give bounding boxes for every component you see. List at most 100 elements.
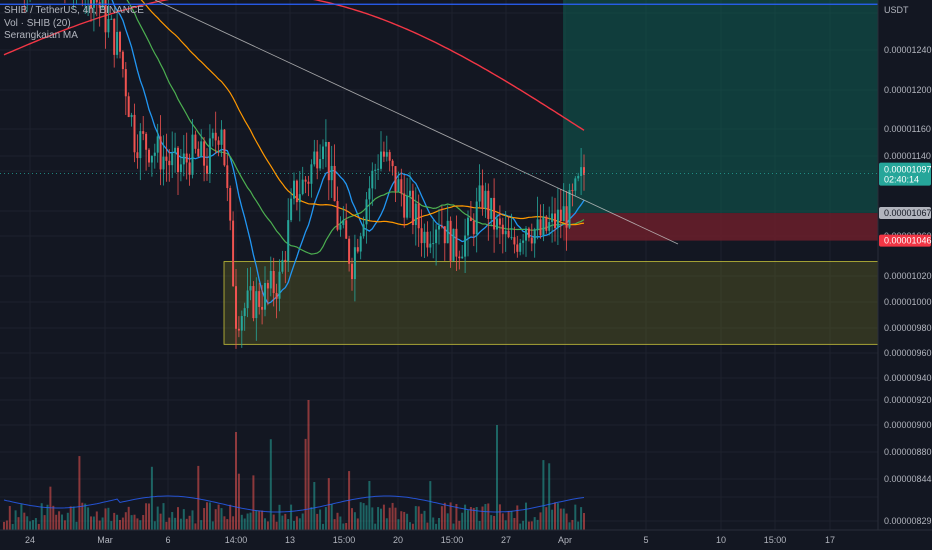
candle-body: [414, 203, 417, 226]
candle: [475, 187, 478, 253]
candle: [452, 228, 455, 262]
candle: [246, 268, 249, 318]
volume-bar: [127, 506, 130, 530]
price-tick-label: 0.00001020: [884, 271, 932, 281]
candle-body: [377, 168, 380, 170]
stop-price-tag-bg: [879, 234, 931, 247]
candle-body: [362, 224, 365, 237]
volume-bar: [272, 514, 275, 530]
ma-indicator-label[interactable]: Serangkaian MA: [4, 30, 78, 41]
volume-bar: [345, 522, 348, 530]
candle: [64, 0, 66, 4]
candle-body: [333, 165, 336, 202]
volume-bar: [75, 521, 78, 530]
candle: [467, 210, 469, 257]
candle: [261, 285, 264, 325]
candle-body: [426, 231, 429, 248]
candle: [394, 166, 397, 202]
last-price-value: 0.00001097: [884, 165, 932, 175]
candle: [127, 92, 130, 118]
candle-body: [246, 290, 249, 309]
symbol-title[interactable]: SHIB / TetherUS, 4h, BINANCE: [4, 5, 144, 16]
candle: [559, 189, 562, 239]
time-axis-bg: [0, 530, 932, 550]
candle: [568, 183, 571, 230]
volume-bar: [574, 504, 577, 530]
candle: [116, 12, 119, 59]
candle-body: [353, 247, 356, 280]
price-axis[interactable]: USDT 0.00001240 0.00001200 0.00001160 0.0000…: [877, 0, 932, 550]
volume-bar: [191, 510, 194, 530]
volume-bar: [58, 511, 61, 530]
candle: [493, 178, 496, 253]
candle-body: [255, 291, 258, 319]
candle-body: [493, 197, 496, 230]
volume-bar: [81, 502, 84, 530]
candle: [211, 128, 214, 147]
candle: [182, 135, 185, 177]
volume-bar: [327, 478, 330, 530]
volume-bar: [414, 506, 417, 530]
volume-bar: [530, 521, 533, 530]
volume-bar: [298, 518, 301, 530]
volume-bar: [478, 521, 481, 530]
bar-countdown: 02:40:14: [884, 175, 919, 185]
candle-body: [385, 152, 388, 157]
candlesticks: [23, 0, 585, 349]
candle-body: [194, 134, 197, 149]
candle-body: [432, 243, 435, 245]
candle-body: [324, 141, 327, 147]
candle-body: [208, 138, 211, 174]
candle: [322, 139, 324, 170]
volume-bar: [339, 516, 342, 530]
volume-bar: [516, 505, 519, 530]
volume-bar: [290, 504, 293, 530]
volume-bar: [371, 507, 374, 530]
volume-ma-line: [3, 495, 585, 513]
candle-body: [440, 225, 443, 227]
ma-long-line: [3, 0, 585, 131]
candle-body: [119, 31, 121, 52]
candle-body: [182, 153, 185, 165]
volume-bar: [95, 511, 98, 530]
candle: [574, 176, 577, 196]
candle-body: [542, 216, 545, 236]
volume-bar: [281, 515, 284, 530]
volume-bar: [484, 504, 487, 530]
candle: [304, 175, 307, 194]
candle: [185, 132, 188, 180]
candle: [226, 154, 229, 202]
candle-body: [519, 242, 522, 252]
candle-body: [235, 286, 237, 329]
volume-bar: [394, 507, 397, 530]
candle: [232, 211, 235, 287]
candle-body: [501, 224, 504, 235]
candle-body: [458, 256, 461, 259]
candle: [84, 0, 86, 15]
candle: [490, 197, 493, 227]
volume-bar: [301, 513, 304, 530]
candle-body: [533, 229, 536, 244]
volume-bar: [568, 522, 571, 530]
volume-bar: [101, 517, 104, 530]
price-tick-label: 0.00001200: [884, 85, 932, 95]
volume-bar: [504, 520, 507, 530]
volume-bar: [446, 513, 449, 530]
candle-body: [580, 167, 583, 177]
candle: [530, 223, 533, 252]
volume-bar: [554, 502, 556, 530]
volume-bar: [130, 515, 133, 530]
candle: [478, 164, 481, 207]
candle-body: [565, 206, 568, 228]
time-axis[interactable]: 24 Mar 6 14:00 13 15:00 20 15:00 27 Apr 5 10 15:00 17: [0, 529, 932, 550]
volume-indicator-label[interactable]: Vol · SHIB (20): [4, 17, 71, 29]
entry-price-value: 0.00001067: [884, 208, 932, 218]
candle-body: [168, 160, 171, 166]
candle: [208, 124, 211, 184]
price-axis-bg: [878, 0, 932, 550]
volume-bar: [400, 511, 403, 530]
candle: [23, 0, 25, 13]
candle: [388, 149, 391, 172]
candle: [281, 250, 284, 274]
